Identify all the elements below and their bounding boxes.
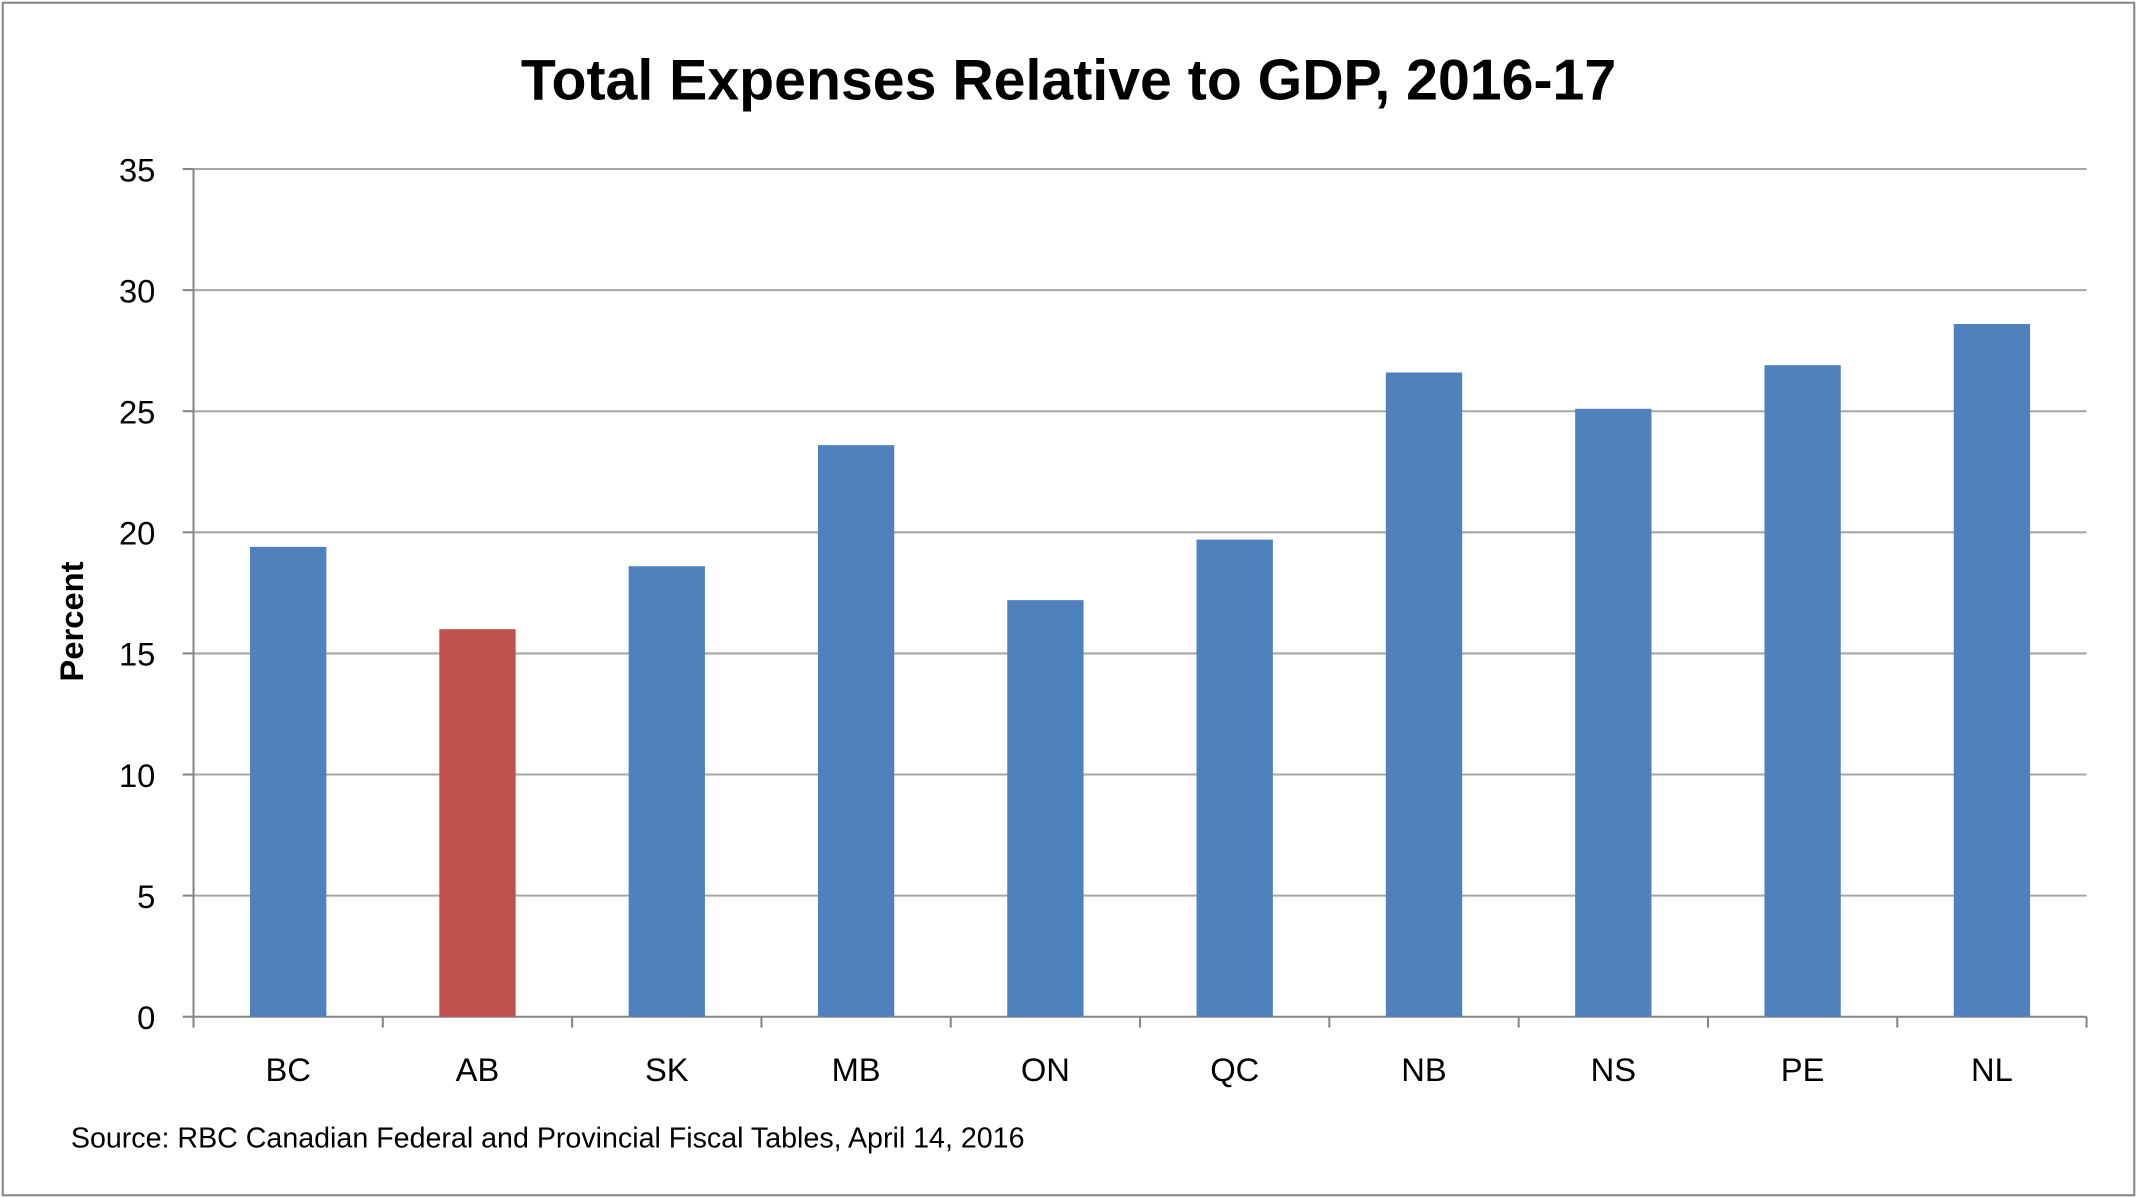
x-tick-label: PE	[1781, 1051, 1825, 1088]
bar-ab	[439, 629, 516, 1017]
bar-nb	[1385, 372, 1463, 1017]
x-tick-label: ON	[1021, 1051, 1070, 1088]
x-tick-label: SK	[645, 1051, 689, 1088]
bar-on	[1007, 600, 1084, 1017]
source-note: Source: RBC Canadian Federal and Provinc…	[71, 1123, 1025, 1155]
x-tick-label: NB	[1401, 1051, 1446, 1088]
x-tick-label: NS	[1591, 1051, 1636, 1088]
bar-ns	[1575, 408, 1652, 1017]
y-tick-label: 25	[119, 393, 155, 430]
bar-nl	[1953, 324, 2031, 1017]
y-axis-label: Percent	[53, 561, 90, 681]
y-tick-label: 5	[137, 878, 155, 915]
x-tick-label: QC	[1210, 1051, 1259, 1088]
x-tick-label: AB	[456, 1051, 500, 1088]
x-tick-label: BC	[265, 1051, 310, 1088]
y-tick-label: 20	[119, 515, 155, 552]
y-tick-label: 15	[119, 636, 155, 673]
chart-title: Total Expenses Relative to GDP, 2016-17	[521, 49, 1616, 113]
bar-qc	[1196, 539, 1273, 1017]
y-tick-label: 10	[119, 757, 155, 794]
bar-bc	[250, 546, 327, 1017]
y-tick-label: 35	[119, 151, 155, 188]
x-tick-label: MB	[832, 1051, 881, 1088]
x-tick-label: NL	[1971, 1051, 2013, 1088]
bar-pe	[1764, 365, 1841, 1017]
bar-sk	[628, 566, 705, 1017]
bar-mb	[817, 445, 895, 1017]
y-tick-label: 30	[119, 272, 155, 309]
y-tick-label: 0	[137, 999, 155, 1036]
